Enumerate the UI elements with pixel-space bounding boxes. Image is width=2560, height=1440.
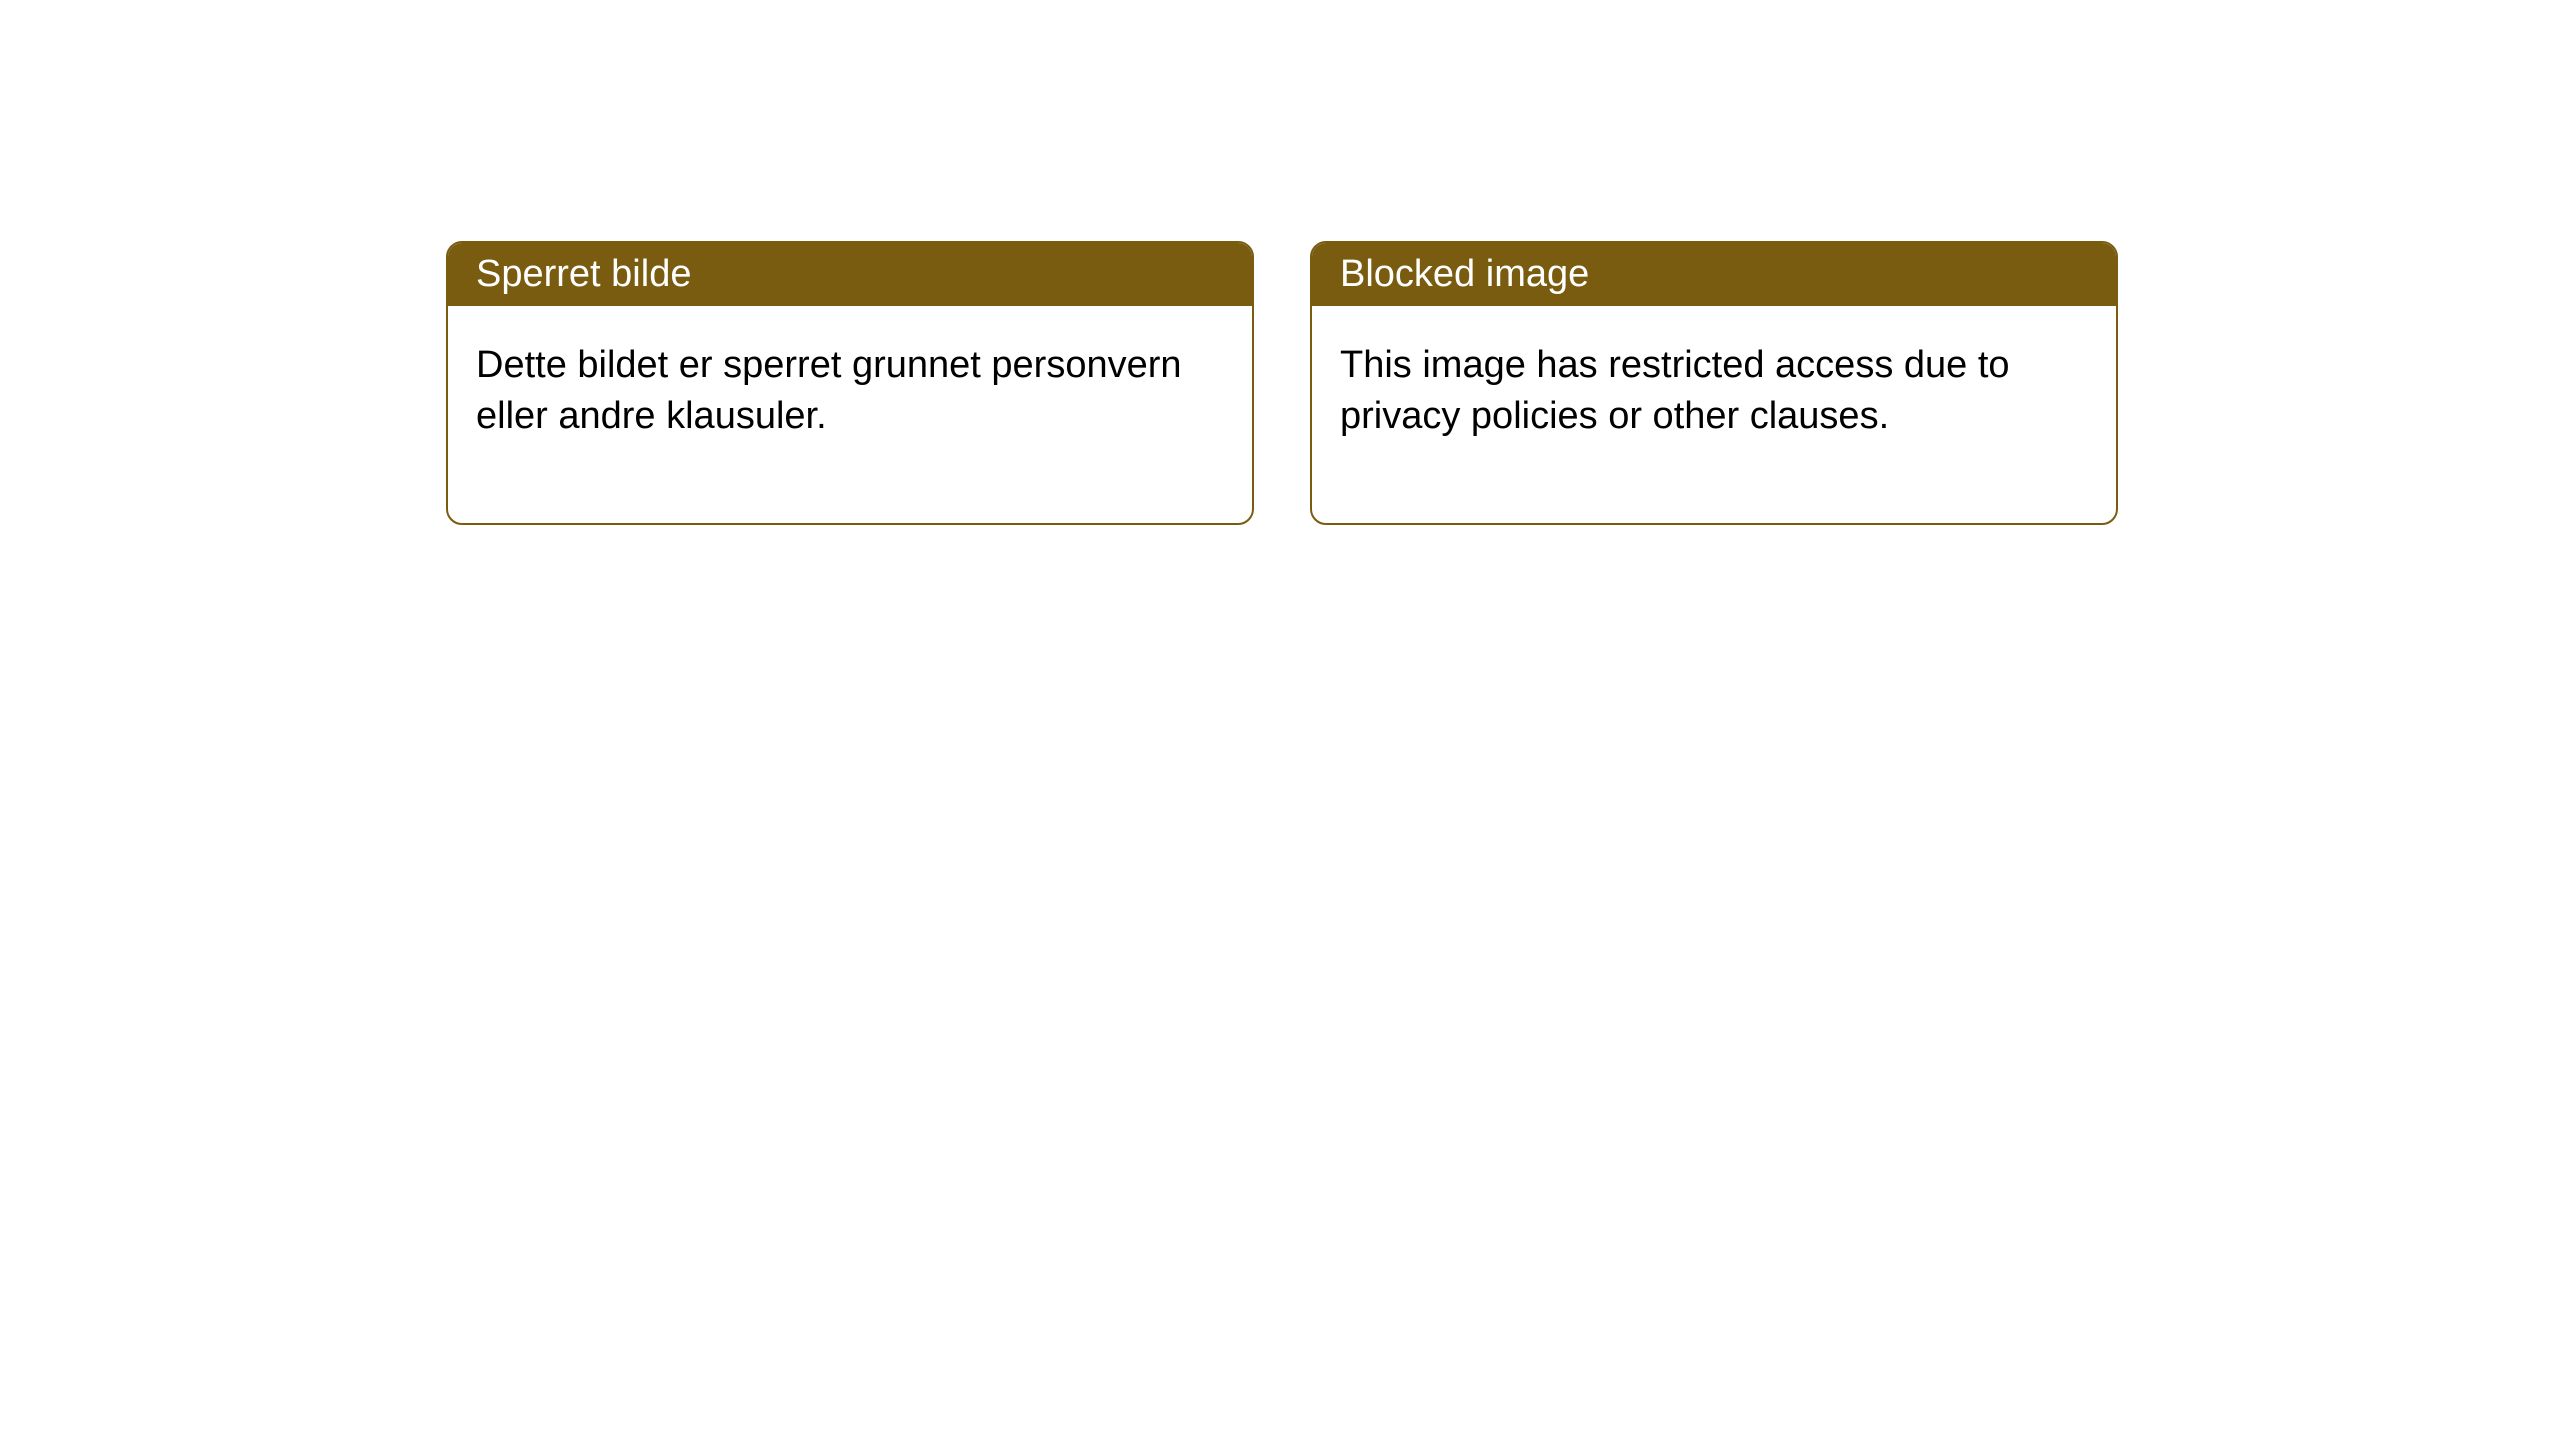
notice-message: Dette bildet er sperret grunnet personve… <box>476 344 1182 437</box>
notice-title: Blocked image <box>1340 253 1589 295</box>
notice-body-norwegian: Dette bildet er sperret grunnet personve… <box>448 306 1252 523</box>
notice-header-english: Blocked image <box>1312 243 2116 306</box>
notice-title: Sperret bilde <box>476 253 691 295</box>
notice-header-norwegian: Sperret bilde <box>448 243 1252 306</box>
notice-message: This image has restricted access due to … <box>1340 344 2010 437</box>
notice-container: Sperret bilde Dette bildet er sperret gr… <box>0 0 2560 525</box>
notice-body-english: This image has restricted access due to … <box>1312 306 2116 523</box>
notice-card-norwegian: Sperret bilde Dette bildet er sperret gr… <box>446 241 1254 525</box>
notice-card-english: Blocked image This image has restricted … <box>1310 241 2118 525</box>
